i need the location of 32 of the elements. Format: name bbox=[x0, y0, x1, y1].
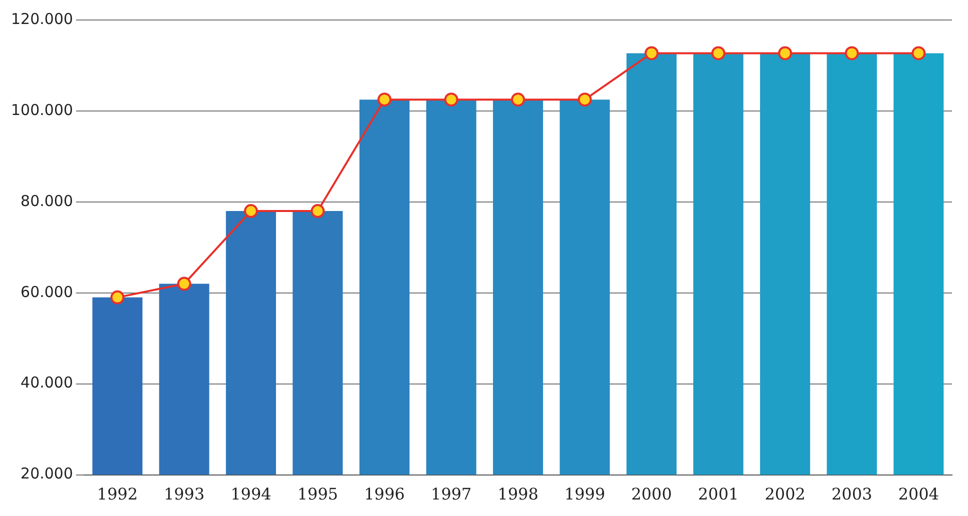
point bbox=[778, 46, 792, 60]
point bbox=[644, 46, 659, 60]
y-tick-label: 20.000 bbox=[20, 464, 74, 483]
y-tick-label: 100.000 bbox=[11, 100, 74, 119]
x-tick-label: 1997 bbox=[430, 484, 472, 504]
point bbox=[110, 290, 124, 304]
point bbox=[444, 92, 458, 107]
x-tick-label: 2002 bbox=[764, 484, 806, 504]
x-tick-label: 1998 bbox=[498, 484, 538, 504]
x-tick-label: 1992 bbox=[97, 484, 138, 504]
point bbox=[711, 46, 726, 60]
x-tick-label: 1996 bbox=[364, 484, 405, 504]
y-tick-label: 60.000 bbox=[20, 282, 74, 301]
point bbox=[377, 92, 392, 107]
x-tick-label: 2000 bbox=[631, 484, 672, 504]
x-tick-label: 2001 bbox=[698, 484, 739, 504]
point bbox=[578, 92, 592, 107]
point bbox=[177, 276, 192, 291]
point bbox=[244, 204, 258, 218]
point bbox=[912, 46, 926, 60]
point bbox=[511, 92, 526, 107]
x-tick-label: 1993 bbox=[164, 484, 205, 504]
y-tick-label: 120.000 bbox=[11, 10, 74, 28]
x-tick-label: 1994 bbox=[230, 484, 272, 504]
x-tick-label: 1995 bbox=[297, 484, 338, 504]
x-tick-label: 1999 bbox=[564, 484, 606, 504]
y-tick-label: 80.000 bbox=[20, 192, 74, 210]
point bbox=[310, 204, 325, 218]
x-tick-label: 2004 bbox=[898, 484, 939, 504]
y-tick-label: 40.000 bbox=[20, 374, 74, 392]
point bbox=[844, 46, 859, 60]
x-tick-label: 2003 bbox=[831, 484, 872, 504]
